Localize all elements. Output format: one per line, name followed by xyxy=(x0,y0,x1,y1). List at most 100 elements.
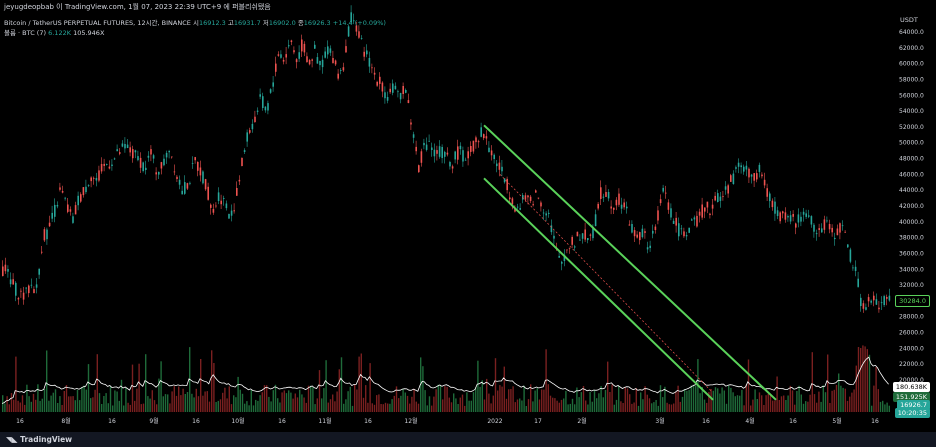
volume-bar xyxy=(369,363,371,412)
volume-bar xyxy=(578,397,580,412)
volume-bar xyxy=(692,384,695,412)
volume-bar xyxy=(475,387,477,412)
volume-bar xyxy=(637,405,640,412)
volume-bar xyxy=(886,402,888,412)
volume-bar xyxy=(272,390,274,412)
volume-bar xyxy=(486,378,488,412)
candle-body xyxy=(704,207,706,212)
candle-body xyxy=(761,174,763,177)
volume-bar xyxy=(426,405,428,412)
candle-body xyxy=(587,238,589,241)
volume-bar xyxy=(877,389,879,412)
candle-body xyxy=(56,205,59,207)
volume-bar xyxy=(675,391,677,412)
volume-bar xyxy=(437,384,439,412)
candle-body xyxy=(813,224,815,232)
time-tick-label: 16 xyxy=(16,418,24,425)
candle-body xyxy=(119,152,121,154)
volume-bar xyxy=(822,385,824,412)
volume-bar xyxy=(464,405,466,412)
candle-body xyxy=(85,186,87,193)
candle-body xyxy=(459,145,462,150)
volume-ma-badge: 180.638K xyxy=(892,382,930,392)
volume-bar xyxy=(807,401,809,412)
volume-bar xyxy=(35,399,37,412)
candle-body xyxy=(72,216,74,223)
volume-bar xyxy=(747,359,750,412)
volume-bar xyxy=(582,386,585,412)
volume-bar xyxy=(477,360,479,412)
candle-body xyxy=(849,249,852,262)
candle-body xyxy=(802,211,805,215)
candle-body xyxy=(472,140,475,152)
candle-body xyxy=(711,204,714,209)
volume-bar xyxy=(866,349,868,412)
volume-bar xyxy=(461,394,464,412)
volume-bar xyxy=(655,400,657,412)
volume-bar xyxy=(96,354,98,412)
volume-bar xyxy=(681,396,684,412)
channel-line-0 xyxy=(483,124,777,401)
candle-body xyxy=(360,38,363,39)
volume-bar xyxy=(103,396,105,412)
volume-label: 볼륨 · BTC (7) xyxy=(4,29,47,37)
volume-bar xyxy=(512,386,514,412)
ohlc-change: +14.4 (+0.09%) xyxy=(332,19,386,27)
volume-bar xyxy=(294,393,296,412)
volume-bar xyxy=(820,401,822,412)
price-tick-label: 52000.0 xyxy=(899,124,924,131)
candle-body xyxy=(457,146,459,160)
volume-bar xyxy=(560,399,563,412)
candle-body xyxy=(129,147,131,153)
volume-bar xyxy=(193,397,195,412)
volume-bar xyxy=(213,363,215,412)
candle-body xyxy=(886,297,888,299)
channel-line-1 xyxy=(483,177,714,401)
candle-body xyxy=(431,147,433,150)
candle-body xyxy=(545,213,547,216)
volume-bar xyxy=(323,388,325,412)
candle-body xyxy=(186,183,189,189)
price-tick-label: 58000.0 xyxy=(899,77,924,84)
ohlc-low: 16902.0 xyxy=(268,19,296,27)
volume-bar xyxy=(105,393,107,412)
candle-body xyxy=(67,204,69,212)
price-tick-label: 46000.0 xyxy=(899,171,924,178)
volume-bar xyxy=(90,398,92,412)
volume-bar xyxy=(158,378,160,412)
ohlc-open-label: 시 xyxy=(192,19,199,27)
price-axis-background xyxy=(893,12,936,432)
volume-bar xyxy=(635,388,637,412)
volume-bar xyxy=(708,391,710,412)
candle-body xyxy=(800,216,802,222)
candle-body xyxy=(763,179,766,186)
candle-body xyxy=(38,269,40,275)
candle-body xyxy=(743,166,745,172)
candle-body xyxy=(176,176,178,179)
candle-body xyxy=(358,31,360,38)
volume-bar xyxy=(791,390,794,412)
volume-bar xyxy=(699,393,701,412)
volume-bar xyxy=(813,394,816,412)
volume-bar xyxy=(230,404,233,412)
volume-bar xyxy=(615,399,618,412)
candle-body xyxy=(592,226,594,239)
time-tick-label: 16 xyxy=(278,418,286,425)
volume-bar xyxy=(321,398,323,412)
volume-bar xyxy=(268,396,270,412)
candle-body xyxy=(454,151,456,160)
price-tick-label: 40000.0 xyxy=(899,219,924,226)
volume-bar xyxy=(824,392,827,412)
last-price-badge: 16926.7 xyxy=(897,400,930,410)
tradingview-logo[interactable]: ◥◣ TradingView xyxy=(6,435,72,444)
volume-bar xyxy=(646,394,648,412)
candle-body xyxy=(152,155,155,159)
volume-bar xyxy=(266,385,268,412)
volume-bar xyxy=(21,395,24,412)
volume-bar xyxy=(129,404,131,412)
candle-body xyxy=(563,254,566,261)
candle-body xyxy=(581,233,584,239)
volume-bar xyxy=(424,390,426,412)
volume-bar xyxy=(413,388,415,412)
